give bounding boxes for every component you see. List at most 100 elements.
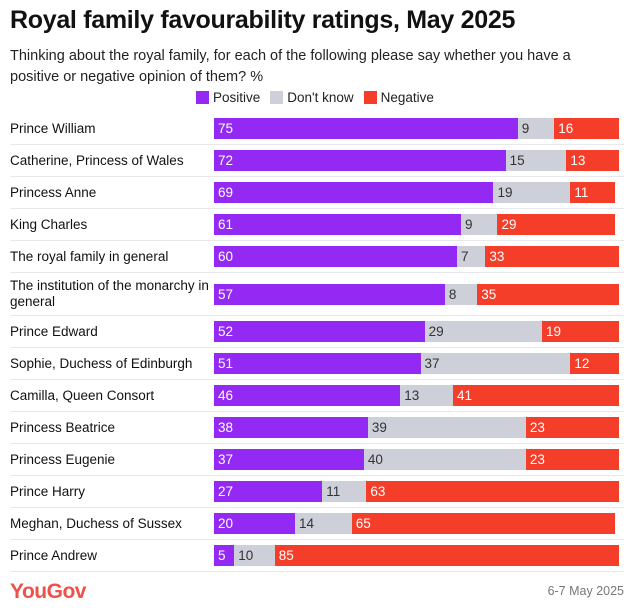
bar-segment-dont-know: 40 xyxy=(363,449,526,470)
legend-label: Don't know xyxy=(287,90,354,105)
bar-row: Princess Eugenie 37 40 23 xyxy=(10,444,624,476)
bar-segment-positive: 37 xyxy=(214,449,364,470)
bar-segment-positive: 20 xyxy=(214,513,295,534)
legend-swatch xyxy=(270,91,284,104)
bar-row: The royal family in general 60 7 33 xyxy=(10,241,624,273)
legend-label: Negative xyxy=(380,90,434,105)
category-label: Meghan, Duchess of Sussex xyxy=(10,515,182,531)
bar-segment-positive: 69 xyxy=(214,182,494,203)
bar-row: Camilla, Queen Consort 46 13 41 xyxy=(10,380,624,412)
category-label: Camilla, Queen Consort xyxy=(10,387,155,403)
category-label: King Charles xyxy=(10,216,88,232)
legend-negative: Negative xyxy=(363,90,434,105)
bar-segment-dont-know: 7 xyxy=(457,246,486,267)
stacked-bar: 52 29 19 xyxy=(214,321,619,342)
bar-segment-positive: 46 xyxy=(214,385,401,406)
bar-segment-dont-know: 19 xyxy=(493,182,571,203)
bar-segment-negative: 23 xyxy=(525,449,619,470)
category-label: Princess Beatrice xyxy=(10,419,116,435)
bar-segment-positive: 38 xyxy=(214,417,368,438)
legend-positive: Positive xyxy=(196,90,260,105)
bar-segment-negative: 12 xyxy=(570,353,619,374)
category-label: Prince Andrew xyxy=(10,547,98,563)
stacked-bar: 57 8 35 xyxy=(214,283,619,305)
yougov-logo: YouGov xyxy=(10,580,86,603)
bar-segment-negative: 85 xyxy=(274,545,619,566)
bar-row: Sophie, Duchess of Edinburgh 51 37 12 xyxy=(10,348,624,380)
bar-segment-dont-know: 11 xyxy=(322,481,367,502)
stacked-bar: 37 40 23 xyxy=(214,449,619,470)
category-label: Prince Edward xyxy=(10,323,98,339)
bar-segment-dont-know: 15 xyxy=(505,150,567,171)
bar-segment-positive: 57 xyxy=(214,283,445,305)
bar-segment-negative: 35 xyxy=(477,283,619,305)
bar-row: Princess Beatrice 38 39 23 xyxy=(10,412,624,444)
stacked-bar: 38 39 23 xyxy=(214,417,619,438)
bar-segment-negative: 29 xyxy=(497,214,615,235)
bar-segment-dont-know: 8 xyxy=(444,283,478,305)
bar-segment-dont-know: 37 xyxy=(420,353,571,374)
stacked-bar: 69 19 11 xyxy=(214,182,619,203)
bar-row: Princess Anne 69 19 11 xyxy=(10,177,624,209)
bar-segment-negative: 65 xyxy=(351,513,615,534)
bar-segment-negative: 16 xyxy=(554,118,619,139)
bar-segment-positive: 5 xyxy=(214,545,235,566)
legend-swatch xyxy=(196,91,209,104)
bar-row: Prince Andrew 5 10 85 xyxy=(10,540,624,572)
category-label: Prince William xyxy=(10,120,96,136)
bar-segment-positive: 60 xyxy=(214,246,457,267)
legend-swatch xyxy=(363,91,377,104)
bar-segment-positive: 51 xyxy=(214,353,421,374)
legend-label: Positive xyxy=(213,90,261,105)
bar-row: King Charles 61 9 29 xyxy=(10,209,624,241)
bar-segment-dont-know: 39 xyxy=(367,417,526,438)
chart-subtitle: Thinking about the royal family, for eac… xyxy=(10,48,571,85)
bar-segment-positive: 75 xyxy=(214,118,518,139)
bar-segment-dont-know: 13 xyxy=(400,385,453,406)
bar-row: Meghan, Duchess of Sussex 20 14 65 xyxy=(10,508,624,540)
survey-date: 6-7 May 2025 xyxy=(547,584,624,598)
category-label: Catherine, Princess of Wales xyxy=(10,152,184,168)
bar-row: Prince Harry 27 11 63 xyxy=(10,476,624,508)
stacked-bar: 51 37 12 xyxy=(214,353,619,374)
stacked-bar: 46 13 41 xyxy=(214,385,619,406)
bar-segment-dont-know: 9 xyxy=(461,214,498,235)
bar-segment-negative: 33 xyxy=(485,246,619,267)
bar-segment-negative: 11 xyxy=(570,182,615,203)
stacked-bar: 72 15 13 xyxy=(214,150,619,171)
category-label: The institution of the monarchy in gener… xyxy=(10,278,209,309)
bar-segment-positive: 61 xyxy=(214,214,462,235)
bar-segment-negative: 13 xyxy=(566,150,619,171)
stacked-bar: 75 9 16 xyxy=(214,118,619,139)
bar-segment-negative: 19 xyxy=(542,321,619,342)
bar-segment-dont-know: 29 xyxy=(424,321,543,342)
chart-title: Royal family favourability ratings, May … xyxy=(10,6,516,34)
category-label: Sophie, Duchess of Edinburgh xyxy=(10,355,193,371)
stacked-bar: 27 11 63 xyxy=(214,481,619,502)
category-label: Prince Harry xyxy=(10,483,86,499)
category-label: The royal family in general xyxy=(10,248,169,264)
bar-segment-positive: 27 xyxy=(214,481,323,502)
bar-row: The institution of the monarchy in gener… xyxy=(10,273,624,316)
legend-dont-know: Don't know xyxy=(270,90,354,105)
bar-segment-positive: 52 xyxy=(214,321,425,342)
category-label: Princess Eugenie xyxy=(10,451,116,467)
bar-row: Catherine, Princess of Wales 72 15 13 xyxy=(10,145,624,177)
bar-row: Prince William 75 9 16 xyxy=(10,113,624,145)
bar-segment-positive: 72 xyxy=(214,150,506,171)
stacked-bar: 20 14 65 xyxy=(214,513,619,534)
legend: Positive Don't know Negative xyxy=(196,90,434,105)
stacked-bar: 60 7 33 xyxy=(214,246,619,267)
bar-segment-dont-know: 10 xyxy=(234,545,275,566)
bar-segment-negative: 63 xyxy=(366,481,619,502)
bar-row: Prince Edward 52 29 19 xyxy=(10,316,624,348)
bar-segment-negative: 41 xyxy=(452,385,619,406)
bar-segment-negative: 23 xyxy=(525,417,619,438)
stacked-bar: 5 10 85 xyxy=(214,545,619,566)
bar-rows: Prince William 75 9 16 Catherine, Princess o… xyxy=(0,113,634,572)
stacked-bar: 61 9 29 xyxy=(214,214,619,235)
bar-segment-dont-know: 9 xyxy=(517,118,555,139)
bar-segment-dont-know: 14 xyxy=(295,513,352,534)
category-label: Princess Anne xyxy=(10,184,97,200)
